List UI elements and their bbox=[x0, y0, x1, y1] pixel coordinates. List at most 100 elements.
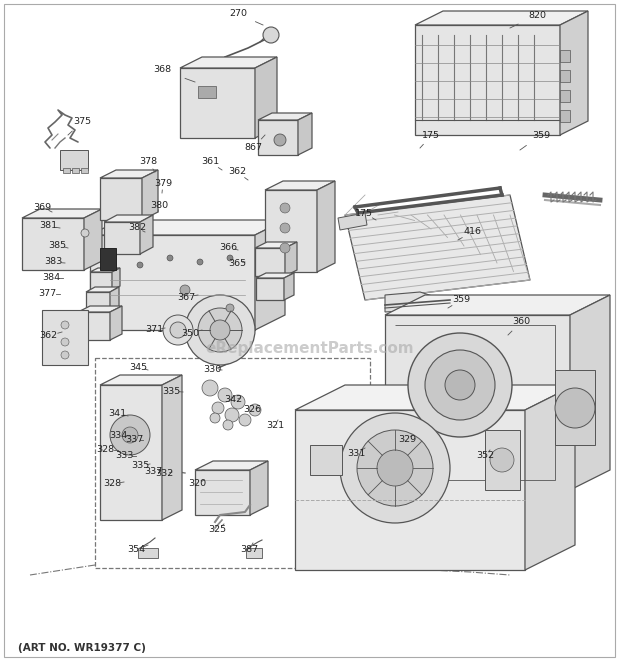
Polygon shape bbox=[385, 295, 610, 315]
Circle shape bbox=[227, 255, 233, 261]
Text: 385: 385 bbox=[48, 241, 66, 249]
Polygon shape bbox=[140, 215, 153, 254]
Text: 367: 367 bbox=[177, 293, 195, 301]
Circle shape bbox=[239, 414, 251, 426]
Circle shape bbox=[212, 402, 224, 414]
Polygon shape bbox=[250, 461, 268, 515]
Polygon shape bbox=[255, 220, 285, 330]
Text: 331: 331 bbox=[347, 449, 365, 457]
Text: 329: 329 bbox=[398, 436, 416, 444]
Circle shape bbox=[249, 404, 261, 416]
Text: 270: 270 bbox=[229, 9, 247, 19]
Text: 326: 326 bbox=[243, 405, 261, 414]
Text: 325: 325 bbox=[208, 525, 226, 535]
Polygon shape bbox=[100, 375, 182, 385]
Polygon shape bbox=[86, 292, 110, 312]
Text: 335: 335 bbox=[162, 387, 180, 395]
Bar bbox=[198, 86, 216, 98]
Bar bbox=[100, 248, 116, 270]
Circle shape bbox=[137, 262, 143, 268]
Text: 175: 175 bbox=[355, 208, 373, 217]
Circle shape bbox=[223, 420, 233, 430]
Text: 381: 381 bbox=[39, 221, 57, 231]
Circle shape bbox=[170, 322, 186, 338]
Text: 378: 378 bbox=[139, 157, 157, 167]
Polygon shape bbox=[255, 57, 277, 138]
Polygon shape bbox=[104, 215, 153, 222]
Polygon shape bbox=[265, 181, 335, 190]
Polygon shape bbox=[78, 306, 122, 312]
Bar bbox=[72, 168, 79, 173]
Polygon shape bbox=[100, 170, 158, 178]
Polygon shape bbox=[485, 430, 520, 490]
Polygon shape bbox=[295, 410, 525, 570]
Text: 337: 337 bbox=[144, 467, 162, 477]
Circle shape bbox=[226, 304, 234, 312]
Circle shape bbox=[357, 430, 433, 506]
Polygon shape bbox=[284, 273, 294, 300]
Polygon shape bbox=[162, 375, 182, 520]
Text: 387: 387 bbox=[240, 545, 258, 555]
Polygon shape bbox=[338, 213, 367, 230]
Circle shape bbox=[107, 257, 113, 263]
Text: 379: 379 bbox=[154, 178, 172, 188]
Circle shape bbox=[210, 320, 230, 340]
Text: 362: 362 bbox=[228, 167, 246, 176]
Text: eReplacementParts.com: eReplacementParts.com bbox=[206, 340, 414, 356]
Circle shape bbox=[167, 255, 173, 261]
Polygon shape bbox=[100, 178, 142, 220]
Polygon shape bbox=[310, 445, 342, 475]
Bar bbox=[63, 168, 70, 173]
Circle shape bbox=[555, 388, 595, 428]
Bar bbox=[138, 548, 158, 558]
Text: 368: 368 bbox=[153, 65, 171, 75]
Polygon shape bbox=[255, 242, 297, 248]
Circle shape bbox=[218, 388, 232, 402]
Text: 332: 332 bbox=[155, 469, 173, 479]
Circle shape bbox=[198, 308, 242, 352]
Text: 380: 380 bbox=[150, 200, 168, 210]
Bar bbox=[246, 548, 262, 558]
Polygon shape bbox=[104, 222, 140, 254]
Polygon shape bbox=[86, 287, 119, 292]
Bar bbox=[60, 150, 88, 170]
Circle shape bbox=[210, 413, 220, 423]
Text: 350: 350 bbox=[181, 329, 199, 338]
Polygon shape bbox=[317, 181, 335, 272]
Text: 867: 867 bbox=[244, 143, 262, 153]
Polygon shape bbox=[525, 385, 575, 570]
Circle shape bbox=[274, 134, 286, 146]
Polygon shape bbox=[555, 370, 595, 445]
Polygon shape bbox=[110, 306, 122, 340]
Text: 345: 345 bbox=[129, 362, 147, 371]
Text: 337: 337 bbox=[125, 436, 143, 444]
Polygon shape bbox=[345, 195, 530, 300]
Circle shape bbox=[408, 333, 512, 437]
Text: 354: 354 bbox=[127, 545, 145, 555]
Circle shape bbox=[490, 448, 514, 472]
Text: 369: 369 bbox=[33, 202, 51, 212]
Polygon shape bbox=[142, 170, 158, 220]
Circle shape bbox=[61, 351, 69, 359]
Polygon shape bbox=[180, 68, 255, 138]
Polygon shape bbox=[415, 11, 588, 25]
Polygon shape bbox=[180, 57, 277, 68]
Circle shape bbox=[280, 203, 290, 213]
Polygon shape bbox=[195, 461, 268, 470]
Polygon shape bbox=[256, 278, 284, 300]
Polygon shape bbox=[42, 310, 88, 365]
Polygon shape bbox=[110, 287, 119, 312]
Circle shape bbox=[61, 338, 69, 346]
Text: 328: 328 bbox=[96, 446, 114, 455]
Circle shape bbox=[280, 243, 290, 253]
Polygon shape bbox=[255, 248, 285, 276]
Text: 359: 359 bbox=[532, 130, 550, 139]
Circle shape bbox=[61, 321, 69, 329]
Circle shape bbox=[263, 27, 279, 43]
Circle shape bbox=[445, 370, 475, 400]
Text: 359: 359 bbox=[452, 295, 470, 305]
Bar bbox=[81, 168, 88, 173]
Polygon shape bbox=[385, 315, 570, 490]
Bar bbox=[560, 110, 570, 122]
Polygon shape bbox=[415, 25, 560, 135]
